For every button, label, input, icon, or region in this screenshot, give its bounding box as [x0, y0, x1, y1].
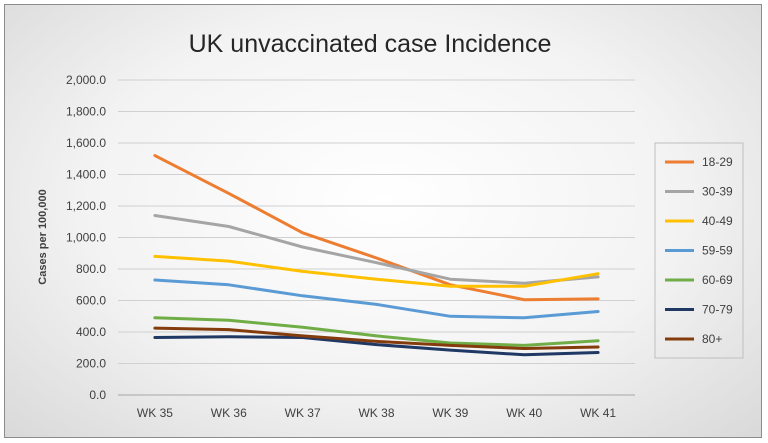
y-tick-label: 200.0	[76, 357, 106, 371]
y-tick-label: 1,800.0	[66, 105, 106, 119]
series-line-40-49	[153, 254, 600, 288]
gridlines	[118, 79, 635, 396]
y-tick-label: 1,000.0	[66, 231, 106, 245]
x-tick-label: WK 41	[580, 406, 616, 420]
series-line-70-79	[153, 335, 600, 357]
y-tick-label: 1,200.0	[66, 199, 106, 213]
x-tick-label: WK 36	[211, 406, 247, 420]
x-tick-labels: WK 35 WK 36 WK 37 WK 38 WK 39 WK 40 WK 41	[137, 406, 616, 420]
series-line-30-39	[153, 214, 600, 285]
x-tick-label: WK 37	[285, 406, 321, 420]
legend-label: 70-79	[702, 303, 733, 317]
series-line-60-69	[153, 316, 600, 347]
x-tick-label: WK 35	[137, 406, 173, 420]
y-tick-label: 800.0	[76, 262, 106, 276]
y-tick-label: 2,000.0	[66, 73, 106, 87]
legend-label: 60-69	[702, 273, 733, 287]
legend-label: 18-29	[702, 155, 733, 169]
x-tick-label: WK 40	[506, 406, 542, 420]
x-tick-label: WK 39	[432, 406, 468, 420]
legend-box	[654, 142, 744, 359]
y-tick-label: 0.0	[89, 388, 106, 402]
y-tick-label: 1,600.0	[66, 136, 106, 150]
legend: 18-29 30-39 40-49 59-59 60-69 70-79 80+	[654, 142, 744, 359]
chart-frame	[4, 4, 762, 438]
series-line-18-29	[153, 154, 600, 302]
series-lines	[153, 154, 600, 357]
y-tick-label: 600.0	[76, 294, 106, 308]
legend-label: 40-49	[702, 214, 733, 228]
legend-label: 30-39	[702, 185, 733, 199]
legend-label: 59-59	[702, 244, 733, 258]
series-line-59-59	[153, 278, 600, 320]
y-axis-label: Cases per 100,000	[37, 189, 49, 284]
legend-label: 80+	[702, 332, 722, 346]
y-tick-label: 1,400.0	[66, 168, 106, 182]
chart-title: UK unvaccinated case Incidence	[189, 30, 552, 58]
x-tick-label: WK 38	[358, 406, 394, 420]
y-tick-label: 400.0	[76, 325, 106, 339]
y-tick-labels: 0.0 200.0 400.0 600.0 800.0 1,000.0 1,200.0 1,4…	[66, 73, 106, 402]
series-line-80+	[153, 326, 600, 350]
